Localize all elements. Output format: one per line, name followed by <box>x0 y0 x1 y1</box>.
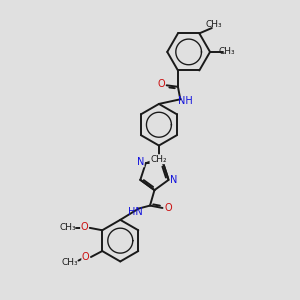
Text: CH₃: CH₃ <box>62 258 79 267</box>
Text: O: O <box>82 252 89 262</box>
Text: N: N <box>137 157 144 167</box>
Text: O: O <box>81 222 88 232</box>
Text: CH₃: CH₃ <box>60 224 76 232</box>
Text: N: N <box>170 175 178 185</box>
Text: O: O <box>158 80 165 89</box>
Text: NH: NH <box>178 96 193 106</box>
Text: CH₂: CH₂ <box>150 155 166 164</box>
Text: CH₃: CH₃ <box>218 47 235 56</box>
Text: CH₃: CH₃ <box>206 20 223 29</box>
Text: HN: HN <box>128 206 142 217</box>
Text: O: O <box>164 203 172 213</box>
